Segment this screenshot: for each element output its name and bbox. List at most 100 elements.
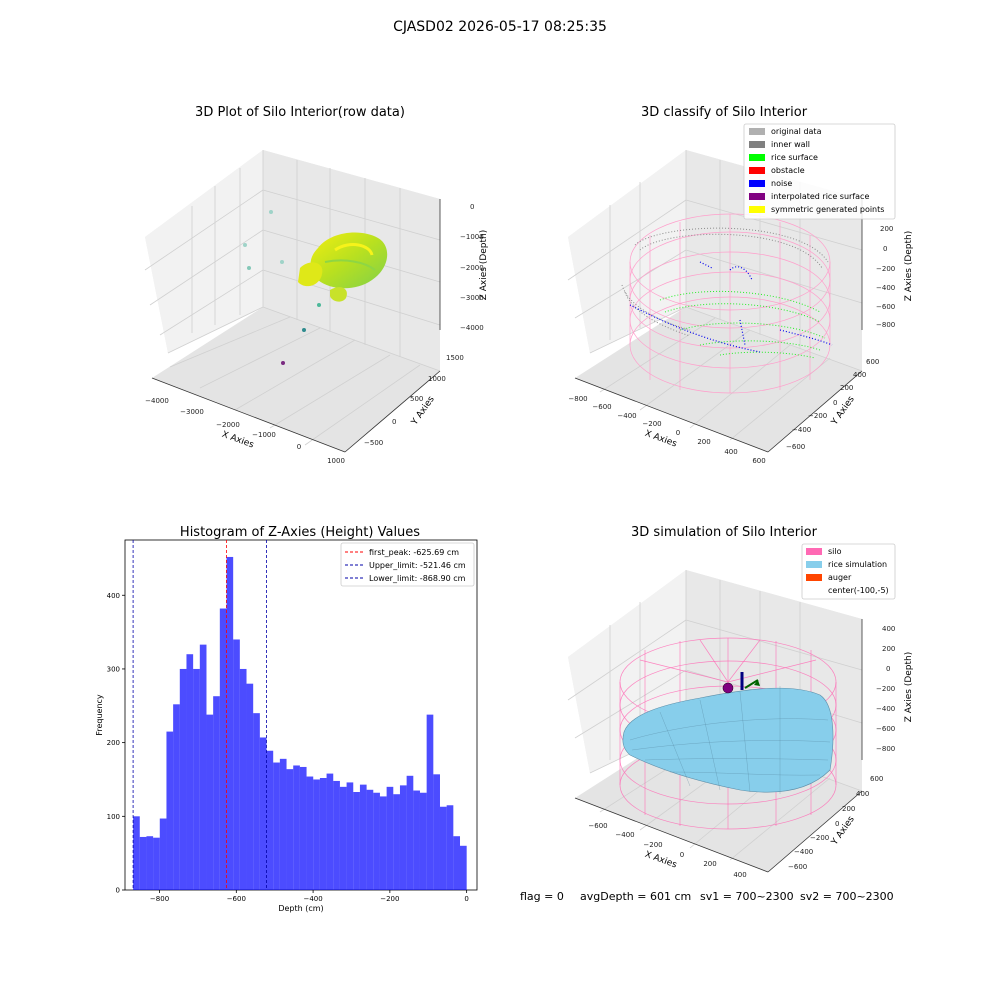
simulation-y-tick: 600 — [870, 775, 883, 783]
histogram-panel: Histogram of Z-Axies (Height) Values −80… — [95, 525, 478, 913]
histogram-bar — [246, 683, 254, 890]
histogram-bar — [406, 775, 414, 890]
simulation-z-tick: −800 — [876, 745, 895, 753]
histogram-bar — [133, 816, 140, 890]
legend-label: symmetric generated points — [771, 205, 884, 214]
legend-label: noise — [771, 179, 792, 188]
legend-label: Upper_limit: -521.46 cm — [369, 561, 466, 570]
legend-label: interpolated rice surface — [771, 192, 869, 201]
simulation-legend-entry: auger — [806, 573, 852, 582]
classify-x-tick: 400 — [724, 448, 737, 456]
histogram-bar — [353, 792, 360, 890]
histogram-legend-entry: Upper_limit: -521.46 cm — [345, 561, 466, 570]
histogram-y-ticks: 0 100 200 300 400 — [107, 592, 125, 895]
simulation-legend-entry: center(-100,-5) — [828, 586, 889, 595]
classify-x-tick: −800 — [568, 395, 587, 403]
classify-legend: original data inner wall rice surface ob… — [743, 123, 896, 220]
simulation-y-tick: 400 — [856, 790, 869, 798]
raw-x-axis-label: X Axies — [220, 430, 255, 451]
legend-label: first_peak: -625.69 cm — [369, 548, 459, 557]
legend-label: original data — [771, 127, 822, 136]
histogram-title: Histogram of Z-Axies (Height) Values — [180, 525, 420, 540]
simulation-x-tick: 200 — [703, 860, 716, 868]
legend-swatch — [749, 141, 765, 148]
histogram-bar — [199, 644, 207, 890]
classify-axis-lines — [574, 199, 863, 453]
raw-z-tick-labels: 0 −1000 −2000 −3000 −4000 — [460, 203, 484, 332]
simulation-z-tick: 200 — [882, 645, 895, 653]
raw-axes-box — [144, 150, 441, 452]
histogram-bar — [379, 796, 387, 890]
legend-label: center(-100,-5) — [828, 586, 889, 595]
histogram-bar — [439, 806, 447, 890]
classify-x-tick: 0 — [676, 429, 680, 437]
legend-label: inner wall — [771, 140, 810, 149]
classify-y-tick: 200 — [840, 384, 853, 392]
raw-y-tick: 500 — [410, 395, 423, 403]
histogram-bar — [286, 769, 294, 890]
simulation-panel-title: 3D simulation of Silo Interior — [631, 525, 818, 540]
histogram-bar — [146, 836, 154, 890]
raw-z-tick: −1000 — [460, 233, 484, 241]
simulation-x-tick: −400 — [615, 831, 634, 839]
classify-panel: 3D classify of Silo Interior — [567, 105, 914, 465]
legend-swatch — [749, 206, 765, 213]
simulation-panel: 3D simulation of Silo Interior — [567, 525, 914, 879]
classify-x-tick-labels: −800 −600 −400 −200 0 200 400 600 — [568, 395, 765, 465]
raw-y-tick-labels: −500 0 500 1000 1500 — [364, 354, 464, 447]
legend-label: auger — [828, 573, 852, 582]
histogram-x-ticks: −800 −600 −400 −200 0 — [150, 890, 469, 903]
histogram-bar — [186, 654, 194, 890]
classify-legend-entry: interpolated rice surface — [749, 192, 869, 201]
histogram-x-tick-label: 0 — [464, 895, 468, 903]
histogram-x-axis-label: Depth (cm) — [278, 904, 323, 913]
simulation-legend-frame — [801, 543, 896, 600]
simulation-legend-entry: rice simulation — [806, 560, 887, 569]
classify-z-axis-label: Z Axies (Depth) — [904, 231, 914, 302]
classify-z-tick: 0 — [883, 245, 887, 253]
simulation-z-axis-label: Z Axies (Depth) — [904, 652, 914, 723]
raw-y-tick: −500 — [364, 439, 383, 447]
status-avg-depth: avgDepth = 601 cm — [580, 890, 691, 903]
classify-y-tick: 600 — [866, 358, 879, 366]
status-sv2: sv2 = 700~2300 — [800, 890, 894, 903]
histogram-bar — [453, 836, 461, 890]
histogram-bar — [153, 837, 160, 890]
histogram-bar — [326, 773, 334, 890]
simulation-z-tick: −200 — [876, 685, 895, 693]
histogram-bar — [266, 750, 274, 890]
classify-legend-entry: obstacle — [749, 166, 805, 175]
simulation-rice-surface — [622, 687, 834, 793]
histogram-bar — [206, 714, 214, 890]
classify-y-tick: −600 — [786, 443, 805, 451]
histogram-x-tick-label: −200 — [380, 895, 399, 903]
simulation-z-tick: 400 — [882, 625, 895, 633]
legend-swatch — [749, 154, 765, 161]
classify-z-tick: −200 — [876, 265, 895, 273]
histogram-bar — [313, 779, 320, 890]
simulation-y-tick: −600 — [788, 863, 807, 871]
simulation-x-axis-label: X Axies — [643, 850, 678, 871]
raw-z-tick: −4000 — [460, 324, 484, 332]
histogram-bar — [319, 778, 327, 890]
raw-z-tick: −3000 — [460, 294, 484, 302]
simulation-y-tick: −400 — [794, 848, 813, 856]
classify-legend-entry: original data — [749, 127, 822, 136]
simulation-axis-lines — [574, 619, 863, 873]
legend-swatch — [806, 574, 822, 581]
histogram-bar — [253, 713, 260, 890]
histogram-bar — [419, 792, 427, 890]
raw-x-tick: −4000 — [145, 397, 169, 405]
simulation-center-marker — [722, 682, 734, 694]
histogram-bar — [306, 776, 314, 890]
legend-swatch — [749, 180, 765, 187]
histogram-bar — [460, 845, 467, 890]
simulation-y-tick: 0 — [835, 820, 839, 828]
histogram-y-tick-label: 400 — [107, 592, 120, 600]
simulation-surface-mesh — [629, 686, 831, 794]
raw-x-tick-labels: −4000 −3000 −2000 −1000 0 1000 — [145, 397, 345, 465]
histogram-bar — [239, 668, 247, 890]
histogram-bar — [226, 556, 234, 890]
histogram-legend: first_peak: -625.69 cm Upper_limit: -521… — [340, 542, 475, 587]
raw-z-tick: 0 — [470, 203, 474, 211]
